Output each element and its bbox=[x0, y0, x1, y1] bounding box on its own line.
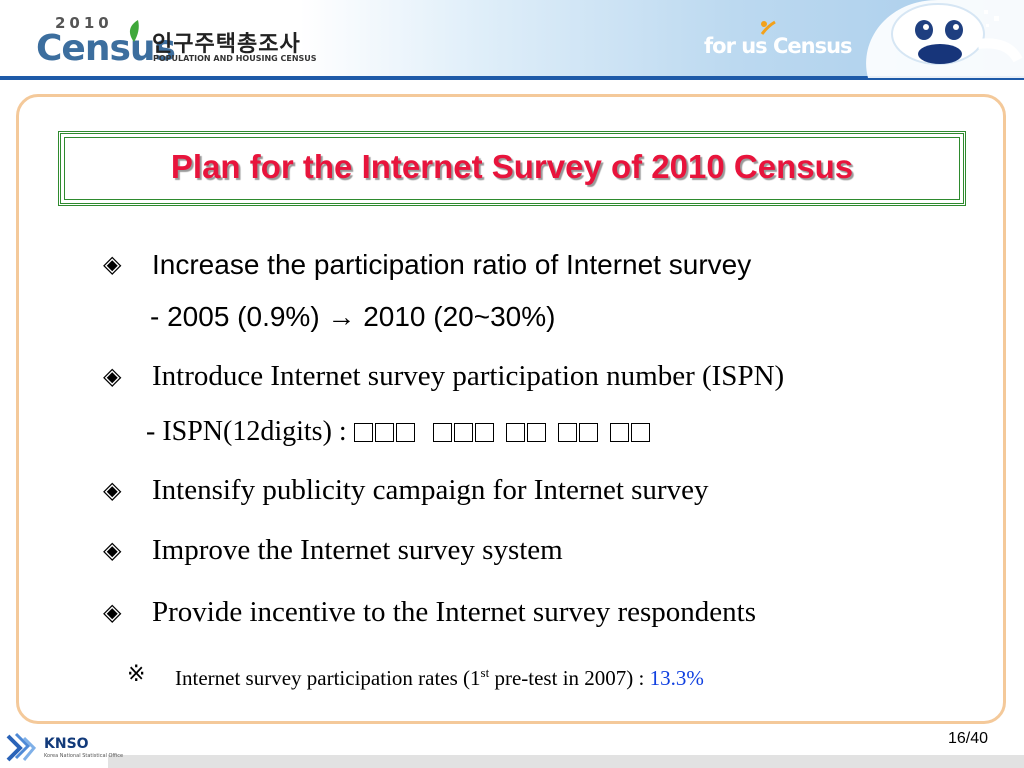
knso-logo-icon bbox=[6, 732, 37, 762]
bullet-text: Introduce Internet survey participation … bbox=[152, 360, 785, 392]
content-panel bbox=[16, 94, 1006, 724]
sparkle-icon bbox=[760, 20, 776, 35]
bullet-text: Intensify publicity campaign for Interne… bbox=[152, 474, 709, 506]
mascot-character-icon bbox=[866, 0, 1024, 78]
census-logo-word: Census bbox=[36, 28, 176, 69]
bullet-text: Improve the Internet survey system bbox=[152, 534, 563, 566]
bullet-subtext: - ISPN(12digits) : bbox=[146, 416, 347, 447]
ispn-digit-box bbox=[505, 423, 525, 442]
leaf-icon bbox=[129, 20, 139, 42]
page-number: 16/40 bbox=[948, 730, 989, 747]
bullet-text: Provide incentive to the Internet survey… bbox=[152, 596, 757, 628]
ispn-digit-boxes bbox=[353, 416, 652, 447]
bullet-subtext: - 2005 (0.9%) → 2010 (20~30%) bbox=[150, 301, 556, 332]
participation-note: Internet survey participation rates (1st… bbox=[175, 665, 704, 691]
knso-logo-text: KNSO bbox=[44, 736, 89, 752]
census-logo-subtitle: POPULATION AND HOUSING CENSUS bbox=[153, 54, 317, 63]
ispn-digit-box bbox=[453, 423, 473, 442]
bullet-diamond-icon: ◈ bbox=[103, 598, 122, 626]
note-prefix: Internet survey participation rates (1 bbox=[175, 666, 481, 690]
bullet-diamond-icon: ◈ bbox=[103, 536, 122, 564]
ispn-digit-box bbox=[395, 423, 415, 442]
ispn-format: - ISPN(12digits) : bbox=[146, 416, 652, 448]
stars-icon bbox=[984, 10, 999, 27]
title-frame bbox=[58, 131, 966, 206]
participation-rate: 13.3% bbox=[649, 666, 704, 690]
ispn-digit-box bbox=[630, 423, 650, 442]
header-divider bbox=[0, 76, 1024, 80]
knso-logo-subtitle: Korea National Statistical Office bbox=[44, 753, 124, 759]
bullet-diamond-icon: ◈ bbox=[103, 476, 122, 504]
census-logo-year: 2010 bbox=[55, 14, 113, 32]
bullet-diamond-icon: ◈ bbox=[103, 250, 122, 278]
ispn-digit-box bbox=[432, 423, 452, 442]
tagline: for us Census bbox=[704, 34, 853, 58]
census-logo-korean: 인구주택총조사 bbox=[152, 32, 301, 57]
ispn-digit-box bbox=[557, 423, 577, 442]
ispn-digit-box bbox=[474, 423, 494, 442]
ispn-digit-box bbox=[578, 423, 598, 442]
slide-title: Plan for the Internet Survey of 2010 Cen… bbox=[170, 148, 854, 185]
bullet-diamond-icon: ◈ bbox=[103, 362, 122, 390]
note-mark-icon: ※ bbox=[127, 662, 146, 687]
note-superscript: st bbox=[480, 665, 490, 680]
ispn-digit-box bbox=[526, 423, 546, 442]
note-suffix: pre-test in 2007) : bbox=[489, 666, 650, 690]
ispn-digit-box bbox=[374, 423, 394, 442]
ispn-digit-box bbox=[353, 423, 373, 442]
slide-header: 2010 Census 인구주택총조사 POPULATION AND HOUSI… bbox=[0, 0, 1024, 80]
footer-bar bbox=[108, 755, 1024, 768]
ispn-digit-box bbox=[609, 423, 629, 442]
bullet-text: Increase the participation ratio of Inte… bbox=[152, 249, 752, 280]
